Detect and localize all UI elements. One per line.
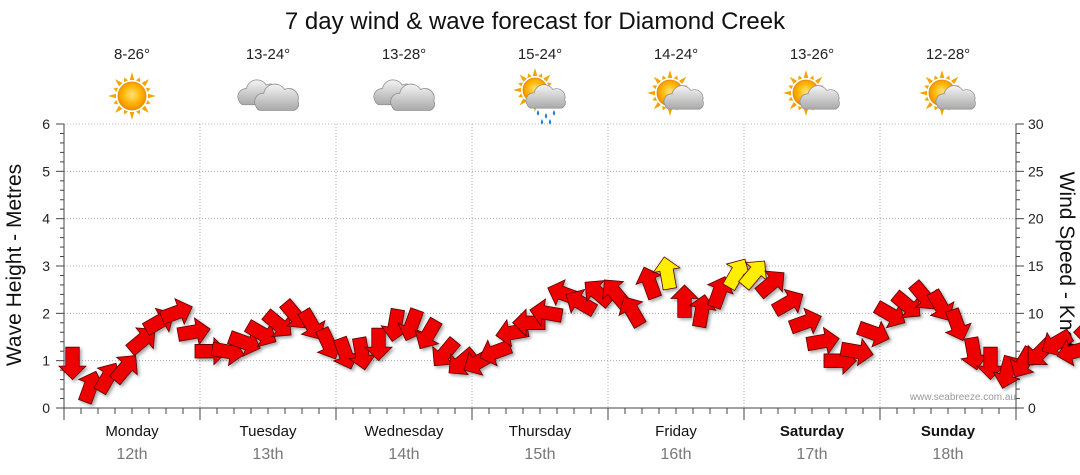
wind-arrow (738, 260, 767, 291)
left-axis-title: Wave Height - Metres (3, 164, 26, 366)
right-tick-label: 30 (1028, 116, 1044, 132)
left-tick-label: 5 (42, 163, 50, 179)
wind-arrow (125, 327, 156, 357)
partly-cloudy-icon (783, 70, 840, 116)
wind-arrow (960, 336, 989, 371)
wind-arrow (652, 256, 681, 291)
wind-arrow (226, 329, 261, 358)
day-name: Wednesday (365, 423, 444, 440)
right-tick-label: 15 (1028, 258, 1044, 274)
left-tick-label: 3 (42, 258, 50, 274)
wind-arrow (261, 308, 292, 338)
right-tick-label: 25 (1028, 163, 1044, 179)
wind-arrow (754, 270, 785, 300)
wind-arrows (58, 256, 1080, 405)
wind-arrow (414, 316, 443, 350)
wind-arrow (529, 298, 564, 327)
partly-cloudy-icon (647, 70, 704, 116)
day-name: Friday (655, 423, 697, 440)
chart-axes: 0123456051015202530 (42, 116, 1044, 420)
wind-arrow (176, 317, 211, 346)
day-temperature: 13-28° (382, 46, 426, 63)
left-tick-label: 4 (42, 211, 50, 227)
day-date: 18th (932, 446, 963, 463)
wind-arrow (670, 284, 699, 318)
day-temperature: 13-24° (246, 46, 290, 63)
left-tick-label: 2 (42, 305, 50, 321)
wind-arrow (109, 355, 138, 386)
day-temperature: 8-26° (114, 46, 150, 63)
wind-arrow (805, 326, 840, 356)
wind-arrow (855, 320, 890, 348)
wind-arrow (618, 296, 647, 329)
chart-title: 7 day wind & wave forecast for Diamond C… (285, 8, 786, 35)
wind-arrow (722, 258, 751, 292)
day-date: 17th (796, 446, 827, 463)
day-temperature: 13-26° (790, 46, 834, 63)
day-date: 15th (524, 446, 555, 463)
cloudy-icon (373, 79, 436, 111)
wind-arrow (839, 337, 874, 367)
day-name: Monday (105, 423, 159, 440)
forecast-header: 8-26° 13-24° 13-28° 15-24° 14-24° 13-26° 12-28… (108, 46, 976, 125)
day-date: 16th (660, 446, 691, 463)
wind-arrow (944, 307, 972, 342)
day-name: Thursday (509, 423, 572, 440)
wind-arrow (243, 319, 277, 348)
day-date: 12th (116, 446, 147, 463)
partly-cloudy-icon (919, 70, 976, 116)
right-tick-label: 0 (1028, 400, 1036, 416)
right-tick-label: 20 (1028, 211, 1044, 227)
wind-arrow (890, 289, 921, 319)
day-name: Tuesday (240, 423, 297, 440)
wind-arrow (1041, 328, 1075, 357)
right-tick-label: 10 (1028, 305, 1044, 321)
wind-arrow (565, 288, 599, 318)
day-labels: Monday 12th Tuesday 13th Wednesday 14th Thursd… (105, 423, 975, 463)
chart-grid (64, 123, 1016, 408)
wind-arrow (976, 346, 1005, 381)
left-tick-label: 0 (42, 400, 50, 416)
wind-arrow (432, 335, 461, 367)
day-temperature: 14-24° (654, 46, 698, 63)
day-name: Sunday (921, 423, 976, 440)
sunny-icon (108, 72, 156, 120)
cloudy-icon (237, 79, 300, 111)
wind-arrow (364, 327, 393, 362)
day-date: 13th (252, 446, 283, 463)
day-temperature: 15-24° (518, 46, 562, 63)
wind-arrow (770, 288, 804, 318)
day-date: 14th (388, 446, 419, 463)
day-name: Saturday (780, 423, 845, 440)
wind-arrow (348, 336, 377, 371)
wind-arrow (872, 300, 906, 329)
wind-arrow (158, 297, 193, 326)
left-tick-label: 6 (42, 116, 50, 132)
wind-arrow (58, 346, 87, 381)
wind-arrow (787, 307, 822, 335)
wind-arrow (1056, 338, 1080, 367)
left-tick-label: 1 (42, 353, 50, 369)
day-temperature: 12-28° (926, 46, 970, 63)
wind-arrow (635, 266, 663, 301)
sun-cloud-rain-icon (513, 68, 566, 125)
watermark: www.seabreeze.com.au (909, 392, 1016, 403)
right-axis-title: Wind Speed - Knots (1055, 172, 1078, 359)
